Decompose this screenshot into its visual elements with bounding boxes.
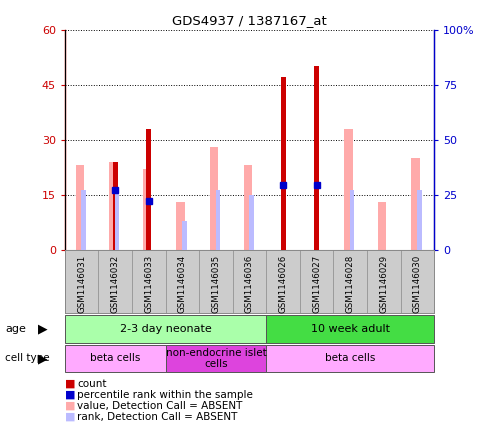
Bar (266, 315, 434, 343)
Text: GSM1146032: GSM1146032 (111, 255, 120, 313)
Bar (244, 165, 252, 250)
Bar (182, 221, 187, 250)
Bar (344, 129, 353, 250)
Text: beta cells: beta cells (325, 354, 375, 363)
Text: value, Detection Call = ABSENT: value, Detection Call = ABSENT (77, 401, 243, 411)
Text: beta cells: beta cells (90, 354, 140, 363)
Text: ■: ■ (65, 401, 75, 411)
Bar (350, 190, 354, 250)
Bar (378, 202, 386, 250)
Text: GSM1146030: GSM1146030 (413, 255, 422, 313)
Text: GSM1146027: GSM1146027 (312, 255, 321, 313)
Bar (76, 165, 84, 250)
Text: GSM1146036: GSM1146036 (245, 255, 254, 313)
Text: rank, Detection Call = ABSENT: rank, Detection Call = ABSENT (77, 412, 238, 422)
Text: 2-3 day neonate: 2-3 day neonate (120, 324, 212, 334)
Text: age: age (5, 324, 26, 334)
Bar (412, 158, 420, 250)
Text: cell type: cell type (5, 354, 49, 363)
Text: count: count (77, 379, 107, 389)
Bar (65, 315, 266, 343)
Text: GSM1146026: GSM1146026 (278, 255, 287, 313)
Bar (65, 345, 166, 372)
Text: ▶: ▶ (37, 322, 47, 335)
Text: ■: ■ (65, 379, 75, 389)
Text: percentile rank within the sample: percentile rank within the sample (77, 390, 253, 400)
Bar (216, 190, 220, 250)
Bar (250, 195, 253, 250)
Text: ■: ■ (65, 412, 75, 422)
Text: non-endocrine islet
cells: non-endocrine islet cells (166, 348, 266, 369)
Text: 10 week adult: 10 week adult (311, 324, 390, 334)
Text: ▶: ▶ (37, 352, 47, 365)
Bar (417, 190, 422, 250)
Title: GDS4937 / 1387167_at: GDS4937 / 1387167_at (172, 14, 327, 27)
Text: ■: ■ (65, 390, 75, 400)
Bar (109, 162, 118, 250)
Bar (143, 169, 151, 250)
Bar (210, 147, 219, 250)
Bar (166, 345, 266, 372)
Text: GSM1146033: GSM1146033 (144, 255, 153, 313)
Bar (115, 190, 119, 250)
Bar (81, 190, 86, 250)
Text: GSM1146031: GSM1146031 (77, 255, 86, 313)
Bar (266, 345, 434, 372)
Text: GSM1146035: GSM1146035 (212, 255, 221, 313)
Bar (177, 202, 185, 250)
Bar (280, 77, 285, 250)
Bar (146, 129, 151, 250)
Bar (113, 162, 118, 250)
Text: GSM1146034: GSM1146034 (178, 255, 187, 313)
Text: GSM1146029: GSM1146029 (379, 255, 388, 313)
Bar (314, 66, 319, 250)
Text: GSM1146028: GSM1146028 (346, 255, 355, 313)
